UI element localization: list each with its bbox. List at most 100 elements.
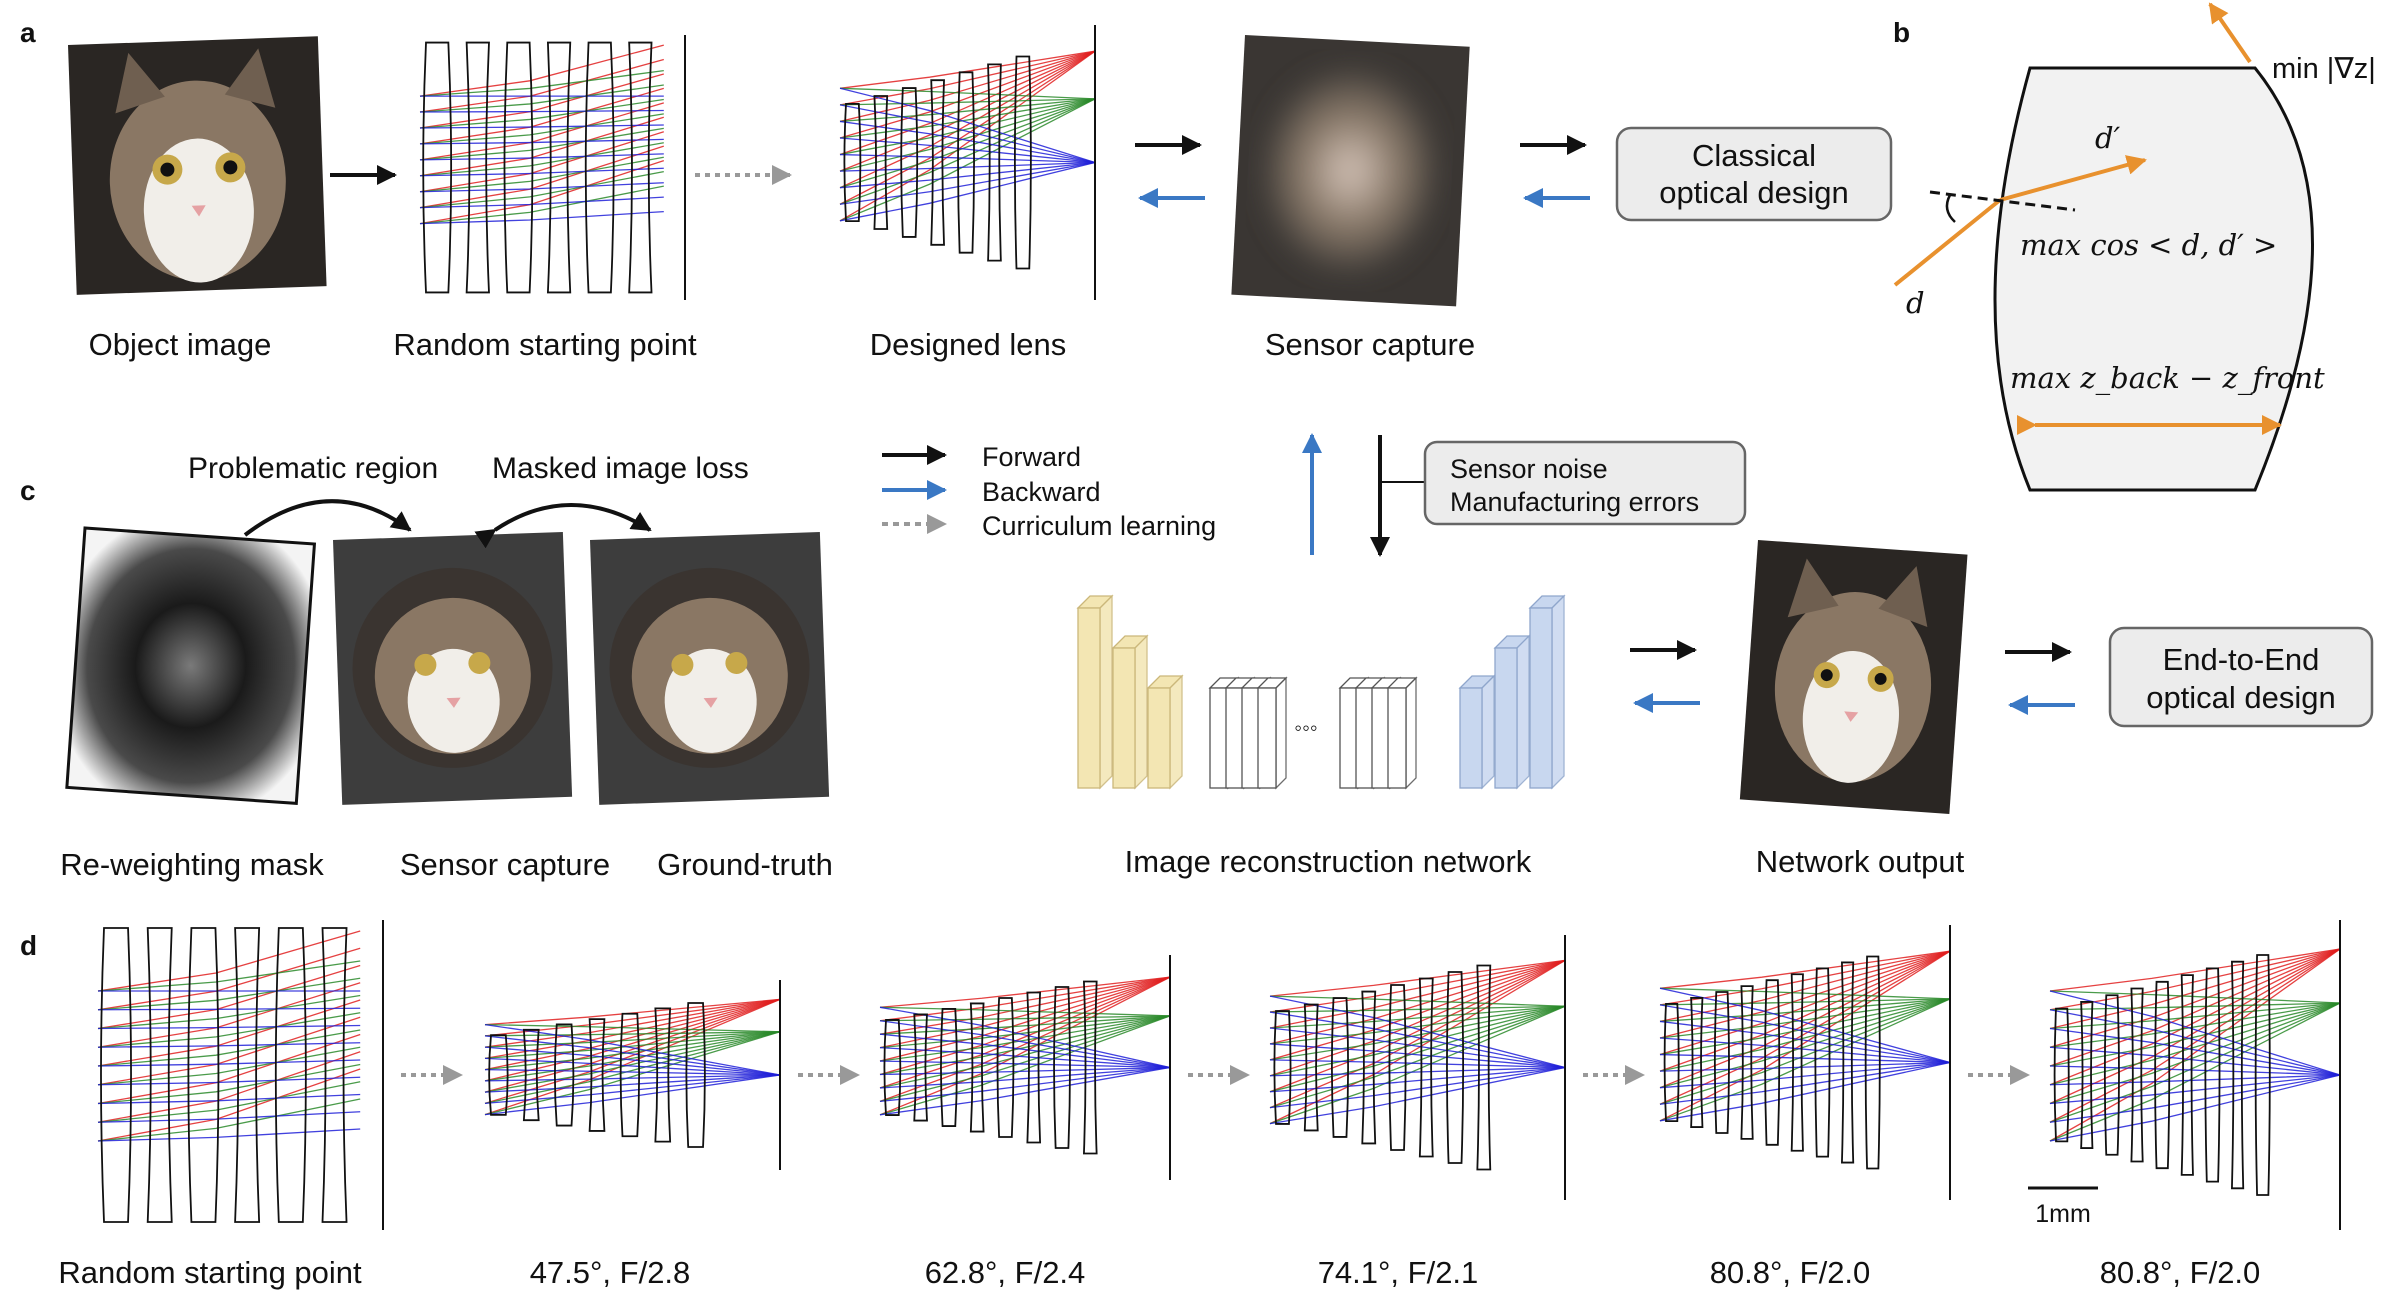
max-thickness-label: max z_back − z_front [2010, 361, 2325, 396]
ray-red [839, 50, 1096, 222]
ray-red [879, 976, 1171, 1008]
ray-green [97, 1029, 361, 1067]
lens-element [1303, 1003, 1319, 1132]
lens-element [503, 41, 534, 294]
lens-element [1814, 967, 1831, 1158]
ray-red [2049, 948, 2341, 1011]
ray-red [1659, 950, 1951, 1105]
ray-blue [2049, 1074, 2341, 1123]
lens-element [100, 927, 132, 1223]
ray-blue [419, 153, 664, 161]
ray-blue [2049, 1027, 2341, 1076]
ray-blue [2049, 990, 2341, 1076]
e2e-line2: optical design [2146, 680, 2336, 715]
ray-red [2049, 948, 2341, 992]
ray-red [2049, 948, 2341, 1142]
lens-element [2254, 954, 2271, 1196]
ray-green [484, 1031, 781, 1116]
surface-tangent [1929, 190, 2076, 212]
ray-red [1269, 959, 1566, 1109]
ray-red [2049, 948, 2341, 1123]
ray-blue [1269, 1066, 1566, 1125]
ray-green [1269, 1005, 1566, 1125]
network-layer [1256, 676, 1288, 790]
lens-element [2154, 980, 2171, 1170]
ray-red [419, 44, 664, 97]
ground-truth-masked [590, 531, 830, 805]
ray-blue [879, 1066, 1171, 1103]
lens-element [546, 41, 572, 294]
stage-label: 80.8°, F/2.0 [1710, 1255, 1871, 1290]
ray-green [1269, 995, 1566, 1007]
lens-diagram-designed [839, 25, 1096, 300]
angle-arc [1945, 194, 1956, 223]
lens-element [465, 41, 490, 294]
ray-green [484, 1031, 781, 1071]
lens-element [588, 1018, 606, 1132]
panel-label-a: a [20, 17, 36, 48]
ray-blue [879, 1066, 1171, 1089]
lens-element [1053, 986, 1071, 1149]
ray-green [419, 142, 664, 177]
ray-green [419, 156, 664, 193]
ray-red [2049, 948, 2341, 1067]
noise-box [1423, 440, 1747, 526]
ray-green [2049, 990, 2341, 1004]
lens-element [234, 927, 261, 1223]
ray-green [97, 1081, 361, 1123]
ray-red [484, 998, 781, 1037]
gradient-normal-arrow [2208, 2, 2252, 64]
network-layer [1111, 634, 1149, 790]
ray-red [484, 998, 781, 1071]
lens-element [1790, 973, 1804, 1152]
ray-red [1269, 959, 1566, 1029]
lens-diagram-random-start [419, 35, 686, 300]
ray-blue [419, 210, 664, 225]
designed-lens-label: Designed lens [870, 327, 1066, 362]
lens-element [900, 87, 919, 238]
ray-red [839, 50, 1096, 189]
ray-green [484, 1031, 781, 1059]
ray-blue [2049, 1074, 2341, 1142]
ray-green [419, 113, 664, 145]
lens-evolution-row: Random starting point 47.5°, F/2.8 62.8°, … [58, 920, 2341, 1290]
sensor-capture-label: Sensor capture [1265, 327, 1475, 362]
sensor-capture-masked [333, 531, 573, 805]
ray-blue [484, 1074, 781, 1104]
ray-blue [484, 1023, 781, 1076]
ray-blue [839, 161, 1096, 172]
lens-element [2231, 960, 2245, 1190]
network-layer [1146, 674, 1184, 790]
ray-red [1659, 950, 1951, 1006]
random-start-label: Random starting point [393, 327, 697, 362]
ray-blue [97, 1059, 361, 1067]
lens-element [1864, 955, 1881, 1170]
ray-red [839, 50, 1096, 172]
ray-red [1659, 950, 1951, 1023]
lens-element [930, 79, 945, 246]
lens-element [2130, 987, 2144, 1163]
ray-blue [97, 1042, 361, 1048]
ray-green [484, 1031, 781, 1048]
ray-blue [1659, 1061, 1951, 1089]
ray-green [1659, 998, 1951, 1039]
ray-blue [2049, 1009, 2341, 1076]
lens-element [2053, 1007, 2070, 1143]
ray-green [839, 98, 1096, 172]
ray-green [1659, 998, 1951, 1023]
lens-element [957, 71, 975, 254]
ray-red [879, 976, 1171, 1102]
ray-red [1659, 950, 1951, 1056]
ray-red [484, 998, 781, 1104]
stage-label: Random starting point [58, 1255, 362, 1290]
ray-green [839, 87, 1096, 100]
lens-element [1713, 991, 1730, 1134]
ray-green [1659, 998, 1951, 1072]
lens-element [1690, 997, 1704, 1128]
ray-green [419, 185, 664, 225]
ray-blue [97, 1093, 361, 1105]
e2e-line1: End-to-End [2163, 642, 2320, 677]
ray-green [879, 1006, 1171, 1017]
ray-green [2049, 1002, 2341, 1067]
